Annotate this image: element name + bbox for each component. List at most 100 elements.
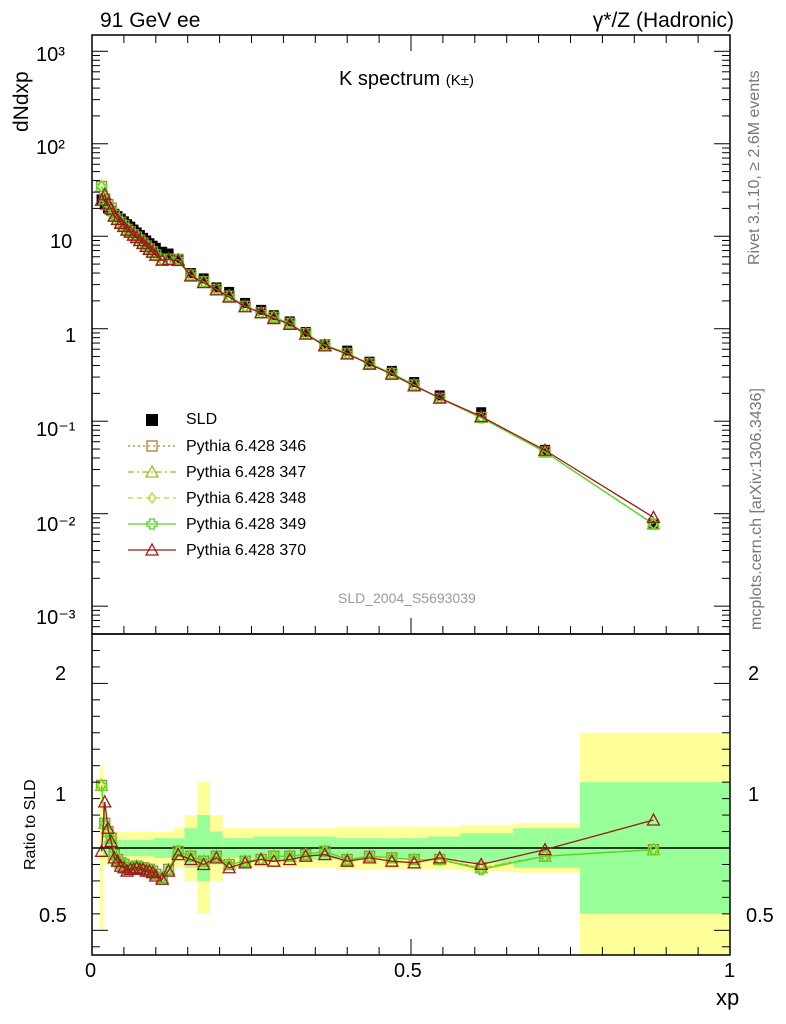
data-point-series-ratio	[100, 820, 116, 834]
data-point-reference	[386, 365, 397, 376]
uncertainty-bands	[99, 732, 730, 955]
data-point-series	[432, 390, 447, 404]
legend-label-reference: SLD	[186, 411, 218, 428]
y-tick-label-ratio-right: 2	[748, 663, 760, 685]
data-point-series-ratio	[145, 865, 160, 879]
data-point-series-ratio	[341, 853, 353, 866]
header-left: 91 GeV ee	[100, 9, 201, 32]
data-point-series	[135, 236, 151, 250]
data-point-series-ratio	[185, 850, 197, 862]
data-point-series-ratio	[474, 857, 489, 871]
data-point-series	[362, 356, 377, 370]
data-point-series	[161, 252, 176, 266]
data-point-series-ratio	[116, 860, 131, 874]
data-point-series	[139, 239, 154, 253]
data-point-series-ratio	[209, 850, 224, 864]
data-point-series	[148, 247, 163, 261]
y-tick-label-ratio: 1	[55, 784, 67, 806]
data-point-series-ratio	[142, 863, 157, 877]
data-point-series-ratio	[537, 842, 553, 856]
legend-symbol-marker	[144, 542, 160, 556]
data-point-series	[196, 275, 211, 289]
data-point-series	[222, 289, 237, 303]
x-tick-label: 1	[724, 960, 736, 982]
legend-label-series: Pythia 6.428 347	[186, 464, 307, 481]
axes-frames	[91, 34, 731, 956]
data-point-series-ratio	[155, 871, 170, 885]
data-point-series-ratio	[223, 858, 235, 871]
series-line-top	[100, 186, 654, 525]
data-point-series	[113, 215, 128, 229]
data-point-series-ratio	[183, 852, 198, 866]
data-point-series-ratio	[647, 843, 660, 856]
data-point-series	[183, 268, 198, 282]
data-point-reference	[300, 327, 311, 338]
data-point-series-ratio	[161, 863, 176, 877]
ratio-panel-series	[94, 778, 661, 885]
data-point-series	[123, 224, 138, 238]
data-point-series	[266, 311, 281, 325]
y-tick-label-top: 10³	[36, 44, 65, 66]
series-line-top	[100, 186, 654, 525]
data-point-series-ratio	[284, 850, 296, 862]
data-point-series	[97, 187, 112, 201]
y-axis-title-top: dNdxp	[10, 71, 33, 132]
legend	[128, 414, 176, 556]
data-point-series-ratio	[432, 850, 447, 864]
data-point-series-ratio	[253, 852, 269, 866]
data-point-series-ratio	[197, 855, 210, 867]
data-point-series-ratio	[319, 845, 331, 857]
data-point-series	[209, 282, 224, 296]
y-axis-title-ratio: Ratio to SLD	[22, 779, 39, 870]
header-right: γ*/Z (Hadronic)	[592, 9, 734, 32]
data-point-series	[119, 222, 135, 236]
y-tick-label-top: 1	[65, 325, 77, 347]
data-point-series-ratio	[95, 779, 108, 792]
data-point-reference	[211, 282, 222, 293]
y-tick-label-top: 10	[50, 231, 73, 253]
data-point-reference	[157, 246, 168, 257]
y-tick-label-top: 10⁻²	[36, 514, 76, 536]
data-point-series	[407, 378, 422, 392]
data-point-series	[340, 346, 355, 360]
data-point-series-ratio	[407, 855, 422, 869]
data-point-series-ratio	[135, 862, 151, 876]
data-point-series-ratio	[210, 850, 223, 862]
y-tick-label-ratio: 0.5	[39, 905, 67, 927]
data-point-series	[646, 509, 661, 524]
data-point-series	[171, 253, 186, 267]
main-panel-series	[94, 179, 661, 531]
data-point-series	[537, 442, 553, 456]
data-point-series-ratio	[317, 847, 332, 861]
data-point-series-ratio	[646, 812, 661, 826]
y-tick-label-ratio: 2	[55, 663, 67, 685]
data-point-series	[238, 299, 253, 313]
data-point-series-ratio	[172, 845, 184, 857]
x-axis-title: xp	[716, 985, 740, 1010]
x-tick-label: 0	[85, 960, 97, 982]
data-point-series	[142, 241, 157, 255]
legend-symbol-marker	[146, 440, 158, 452]
legend-symbol-marker	[147, 491, 157, 505]
analysis-watermark: SLD_2004_S5693039	[338, 590, 476, 606]
data-point-reference	[173, 253, 184, 264]
data-point-series	[145, 244, 160, 258]
data-point-series-ratio	[105, 832, 117, 844]
data-point-series	[298, 326, 313, 340]
data-point-reference	[256, 304, 267, 315]
data-point-series-ratio	[282, 852, 297, 866]
legend-label-series: Pythia 6.428 346	[186, 438, 307, 455]
legend-label-series: Pythia 6.428 348	[186, 490, 307, 507]
data-point-series	[104, 201, 119, 215]
data-point-series	[116, 219, 131, 233]
series-line-top	[100, 186, 654, 525]
data-point-series-ratio	[148, 868, 163, 882]
data-point-series-ratio	[97, 794, 112, 808]
data-point-series-ratio	[384, 853, 399, 867]
data-point-series-ratio	[340, 853, 355, 867]
legend-label-series: Pythia 6.428 349	[186, 516, 307, 533]
series-line-top	[100, 186, 654, 525]
chart-title-sub: (K±)	[445, 72, 474, 89]
rivet-label: Rivet 3.1.10, ≥ 2.6M events	[746, 70, 763, 265]
